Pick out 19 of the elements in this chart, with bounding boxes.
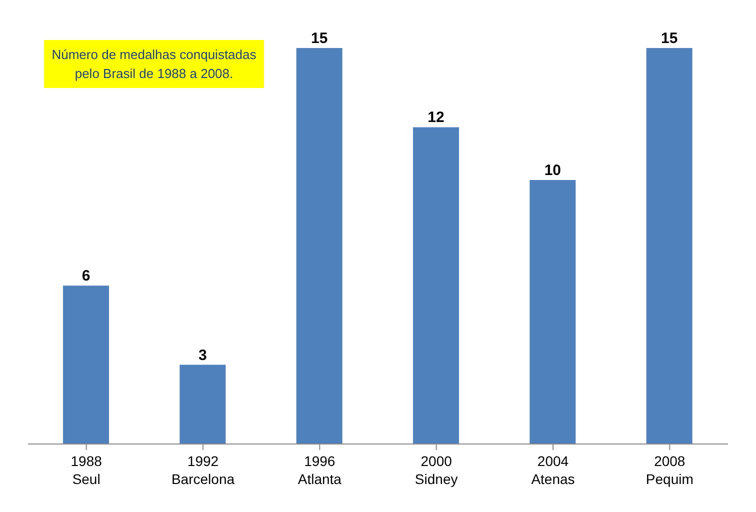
bar [413,127,459,444]
data-label: 15 [310,30,328,47]
bar [296,48,342,444]
data-label: 12 [428,109,444,126]
x-tick-label: 1996 Atlanta [298,453,342,487]
bar [530,180,576,444]
bar [646,48,692,444]
data-label: 15 [660,30,678,47]
x-tick-label: 1988 Seul [70,453,102,487]
text: Número de medalhas conquistadas pelo Brasil de 1988 a 2008. [44,40,264,88]
x-tick-label: 2004 Atenas [531,453,575,487]
data-label: 10 [544,162,562,179]
x-tick-label: 2000 Sidney [414,453,458,487]
x-tick-label: 2008 Pequim [646,453,694,487]
data-label: 6 [82,268,90,285]
x-tick-label: 1992 Barcelona [171,453,235,487]
bar [180,364,226,444]
data-label: 3 [198,346,207,364]
bar [63,286,109,444]
